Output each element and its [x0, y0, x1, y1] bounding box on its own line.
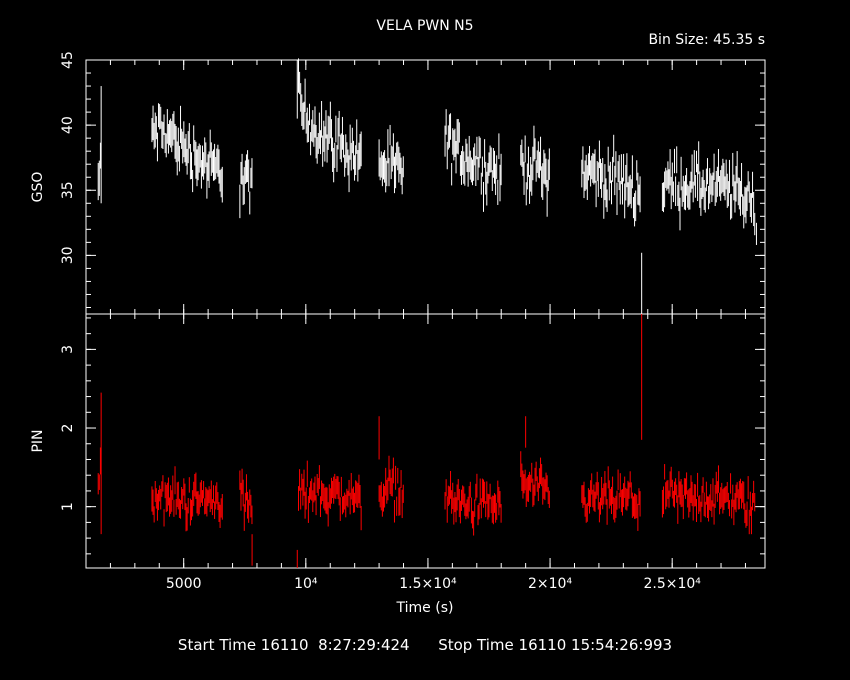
x-axis-label: Time (s) [396, 600, 454, 616]
x-tick-label: 2.5×10⁴ [643, 576, 701, 592]
start-time-label: Start Time 16110 8:27:29:424 [177, 636, 410, 654]
x-tick-label: 10⁴ [294, 576, 318, 592]
bin-size-label: Bin Size: 45.35 s [648, 32, 765, 48]
pin-y-tick-label: 2 [60, 424, 76, 433]
chart-title: VELA PWN N5 [376, 18, 473, 34]
x-tick-label: 2×10⁴ [528, 576, 572, 592]
gso-y-axis-label: GSO [30, 172, 46, 203]
time-range-footer: Start Time 16110 8:27:29:424 Stop Time 1… [0, 636, 850, 654]
gso-y-tick-label: 45 [60, 51, 76, 69]
gso-y-tick-label: 40 [60, 116, 76, 134]
gso-y-tick-label: 35 [60, 181, 76, 199]
pin-y-tick-label: 3 [60, 345, 76, 354]
stop-time-label: Stop Time 16110 15:54:26:993 [438, 636, 673, 654]
pin-y-tick-label: 1 [60, 502, 76, 511]
plot-layer: 30 35 40 45 GSO 1 2 3 PIN 5000 10⁴ 1.5×10⁴ 2×10⁴ 2.5×… [30, 51, 766, 592]
pin-y-axis-label: PIN [30, 429, 46, 452]
x-tick-label: 5000 [166, 576, 202, 592]
x-tick-label: 1.5×10⁴ [399, 576, 457, 592]
gso-y-tick-label: 30 [60, 246, 76, 264]
pin-frame [85, 313, 766, 569]
